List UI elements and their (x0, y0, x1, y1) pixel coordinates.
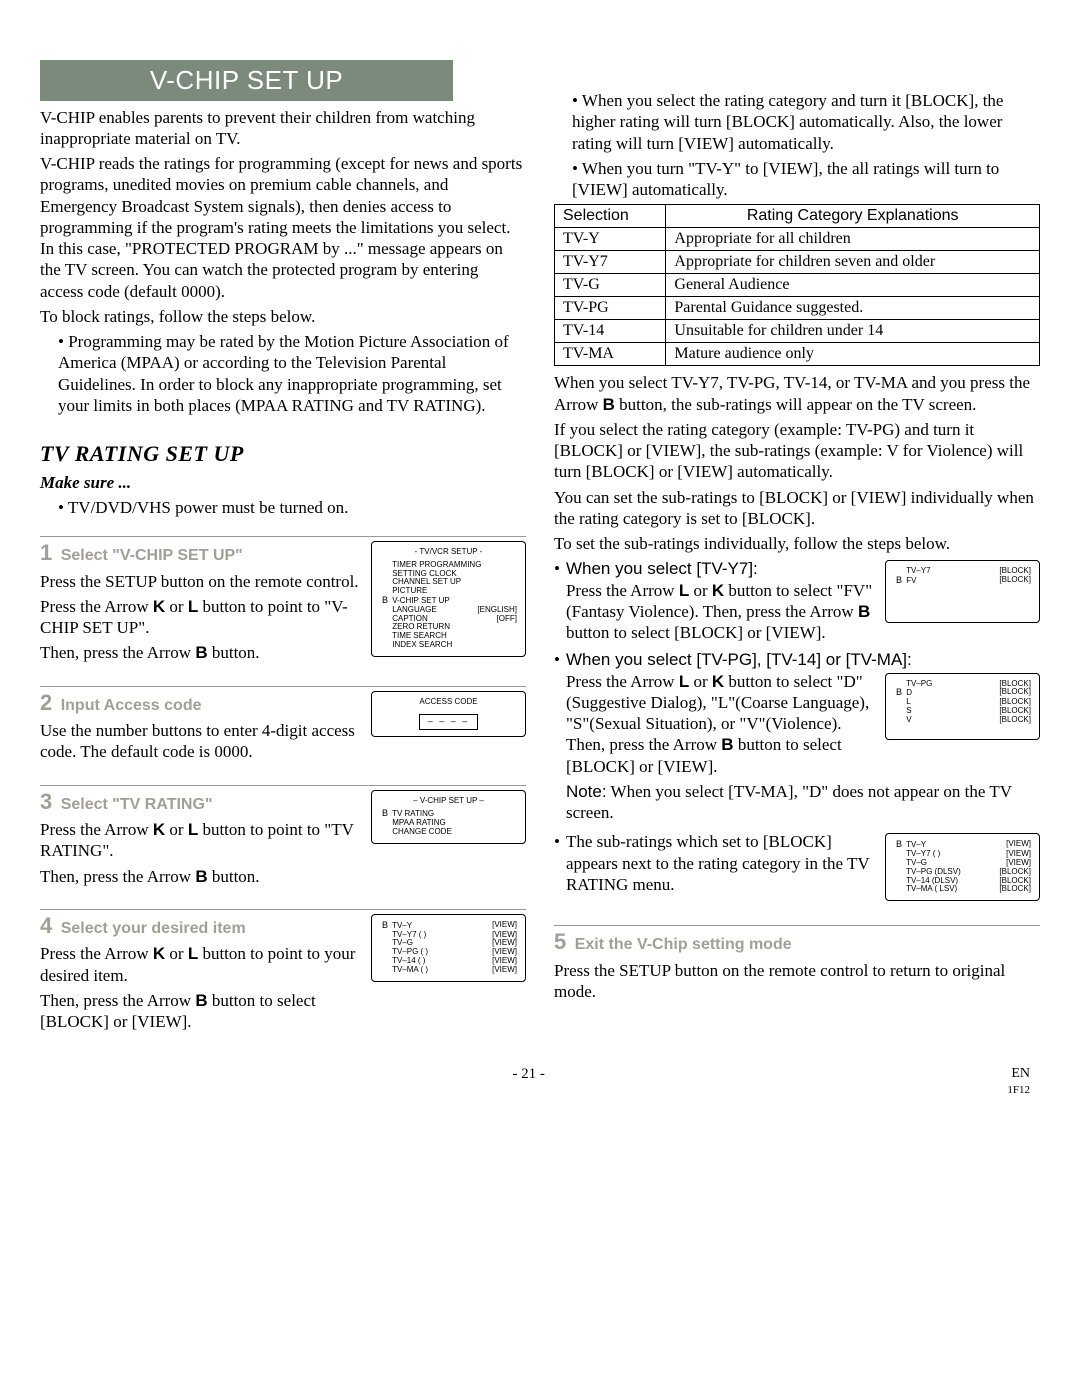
step-body: Press the Arrow K or L button to point t… (40, 943, 361, 986)
screen-row: CHANGE CODE (376, 828, 521, 837)
screen-rows: B TV RATING MPAA RATING CHANGE CODE (376, 809, 521, 836)
table-cell: Mature audience only (666, 343, 1040, 366)
left-column: V-CHIP SET UP V-CHIP enables parents to … (40, 60, 526, 1036)
screen-row: V[BLOCK] (890, 716, 1035, 725)
step-number: 3 (40, 788, 52, 816)
screen-tvy7-sub: TV–Y7[BLOCK]B FV[BLOCK] (885, 560, 1040, 623)
make-sure-label: Make sure ... (40, 472, 526, 493)
table-header: Selection (555, 205, 666, 228)
sub-heading: When you select [TV-PG], [TV-14] or [TV-… (566, 650, 912, 669)
table-row: TV-YAppropriate for all children (555, 228, 1040, 251)
step-number: 4 (40, 912, 52, 940)
screen-row: TV–MA ( LSV)[BLOCK] (890, 885, 1035, 894)
step-number: 1 (40, 539, 52, 567)
table-cell: Parental Guidance suggested. (666, 297, 1040, 320)
table-row: TV-14Unsuitable for children under 14 (555, 320, 1040, 343)
screen-rows: TV–Y7[BLOCK]B FV[BLOCK] (890, 567, 1035, 586)
right-paragraph: To set the sub-ratings individually, fol… (554, 533, 1040, 554)
right-column: When you select the rating category and … (554, 60, 1040, 1036)
table-cell: TV-14 (555, 320, 666, 343)
screen-row: TV–MA ( )[VIEW] (376, 966, 521, 975)
screen-tv-rating-list: B TV–Y [VIEW] TV–Y7 ( )[VIEW] TV–G [VIEW… (371, 914, 526, 982)
intro-paragraph-2: V-CHIP reads the ratings for programming… (40, 153, 526, 302)
make-sure-item: TV/DVD/VHS power must be turned on. (58, 497, 526, 518)
table-cell: TV-Y7 (555, 251, 666, 274)
screen-summary: B TV–Y [VIEW] TV–Y7 ( )[VIEW] TV–G [VIEW… (885, 833, 1040, 901)
screen-row: B FV[BLOCK] (890, 576, 1035, 586)
step-body: Use the number buttons to enter 4-digit … (40, 720, 361, 763)
table-cell: General Audience (666, 274, 1040, 297)
right-bullet: When you turn "TV-Y" to [VIEW], the all … (572, 158, 1040, 201)
step-body: Then, press the Arrow B button to select… (40, 990, 361, 1033)
sub-body: The sub-ratings which set to [BLOCK] app… (566, 831, 879, 895)
table-cell: TV-G (555, 274, 666, 297)
screen-rows: B TV–Y [VIEW] TV–Y7 ( )[VIEW] TV–G [VIEW… (376, 921, 521, 975)
screen-tvpg-sub: TV–PG[BLOCK]B D[BLOCK] L[BLOCK] S[BLOCK]… (885, 673, 1040, 740)
table-header: Rating Category Explanations (666, 205, 1040, 228)
page-number: - 21 - (50, 1066, 1007, 1098)
sub-note: Note: When you select [TV-MA], "D" does … (566, 781, 1040, 824)
table-cell: TV-PG (555, 297, 666, 320)
right-paragraph: You can set the sub-ratings to [BLOCK] o… (554, 487, 1040, 530)
step-number: 2 (40, 689, 52, 717)
page-footer: - 21 - EN 1F12 (0, 1066, 1080, 1128)
ratings-table: Selection Rating Category Explanations T… (554, 204, 1040, 366)
step-title-text: Input Access code (61, 697, 202, 714)
right-bullet: When you select the rating category and … (572, 90, 1040, 154)
step-body: Press the Arrow K or L button to point t… (40, 596, 361, 639)
screen-rows: B TV–Y [VIEW] TV–Y7 ( )[VIEW] TV–G [VIEW… (890, 840, 1035, 894)
screen-rows: TIMER PROGRAMMING SETTING CLOCK CHANNEL … (376, 561, 521, 650)
sub-body: Press the Arrow L or K button to select … (566, 580, 879, 644)
code-input-icon: – – – – (419, 714, 479, 730)
step-title-text: Exit the V-Chip setting mode (575, 936, 792, 953)
sub-tvy7: When you select [TV-Y7]: Press the Arrow… (554, 558, 1040, 647)
screen-access-code: ACCESS CODE – – – – (371, 691, 526, 738)
step-2: 2 Input Access code Use the number butto… (40, 686, 526, 767)
sub-tvpg: When you select [TV-PG], [TV-14] or [TV-… (554, 649, 1040, 827)
table-cell: Unsuitable for children under 14 (666, 320, 1040, 343)
step-body: Then, press the Arrow B button. (40, 642, 361, 663)
step-body: Press the SETUP button on the remote con… (554, 960, 1040, 1003)
screen-vchip-setup: – V-CHIP SET UP – B TV RATING MPAA RATIN… (371, 790, 526, 844)
sub-summary: The sub-ratings which set to [BLOCK] app… (554, 831, 1040, 901)
screen-row: PICTURE (376, 587, 521, 596)
table-row: TV-MAMature audience only (555, 343, 1040, 366)
step-body: Press the SETUP button on the remote con… (40, 571, 361, 592)
sub-heading: When you select [TV-Y7]: (566, 559, 758, 578)
footer-code: 1F12 (1007, 1084, 1030, 1096)
step-1: 1 Select "V-CHIP SET UP" Press the SETUP… (40, 536, 526, 668)
table-cell: Appropriate for all children (666, 228, 1040, 251)
table-row: TV-Y7Appropriate for children seven and … (555, 251, 1040, 274)
sub-body: Press the Arrow L or K button to select … (566, 671, 879, 777)
step-body: Then, press the Arrow B button. (40, 866, 361, 887)
step-4: 4 Select your desired item Press the Arr… (40, 909, 526, 1037)
intro-paragraph-3: To block ratings, follow the steps below… (40, 306, 526, 327)
step-number: 5 (554, 928, 566, 956)
step-title-text: Select "TV RATING" (61, 796, 213, 813)
table-cell: TV-Y (555, 228, 666, 251)
step-3: 3 Select "TV RATING" Press the Arrow K o… (40, 785, 526, 891)
footer-lang: EN (1011, 1066, 1030, 1081)
intro-paragraph-1: V-CHIP enables parents to prevent their … (40, 107, 526, 150)
intro-bullet: Programming may be rated by the Motion P… (58, 331, 526, 416)
step-title-text: Select "V-CHIP SET UP" (61, 547, 243, 564)
screen-row: INDEX SEARCH (376, 641, 521, 650)
screen-tvvcr-setup: - TV/VCR SETUP - TIMER PROGRAMMING SETTI… (371, 541, 526, 657)
right-paragraph: When you select TV-Y7, TV-PG, TV-14, or … (554, 372, 1040, 415)
table-cell: TV-MA (555, 343, 666, 366)
table-row: TV-PGParental Guidance suggested. (555, 297, 1040, 320)
section-banner: V-CHIP SET UP (40, 60, 453, 101)
tv-rating-heading: TV RATING SET UP (40, 440, 526, 468)
step-body: Press the Arrow K or L button to point t… (40, 819, 361, 862)
step-title-text: Select your desired item (61, 920, 246, 937)
ratings-rows: TV-YAppropriate for all childrenTV-Y7App… (555, 228, 1040, 366)
right-paragraph: If you select the rating category (examp… (554, 419, 1040, 483)
table-row: TV-GGeneral Audience (555, 274, 1040, 297)
screen-rows: TV–PG[BLOCK]B D[BLOCK] L[BLOCK] S[BLOCK]… (890, 680, 1035, 725)
table-cell: Appropriate for children seven and older (666, 251, 1040, 274)
step-5: 5 Exit the V-Chip setting mode Press the… (554, 925, 1040, 1006)
